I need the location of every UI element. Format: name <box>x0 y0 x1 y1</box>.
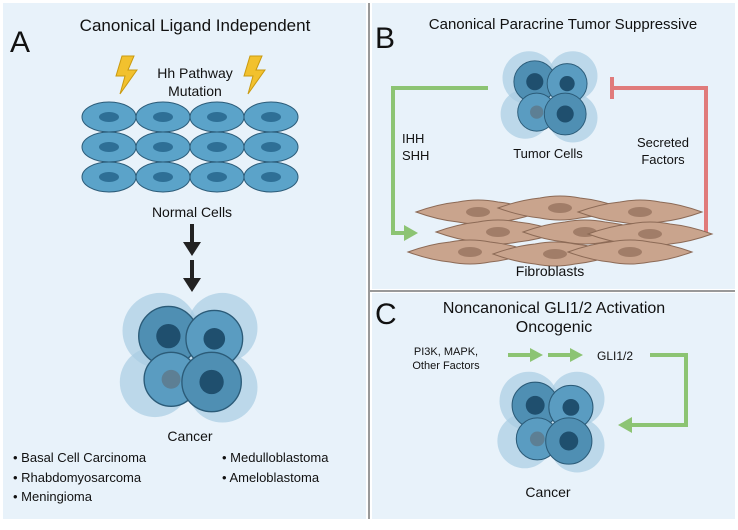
fibroblast-layer <box>407 195 713 267</box>
progression-arrow-1 <box>183 224 201 256</box>
cancer-label-c: Cancer <box>525 484 570 500</box>
panel-a-background <box>3 3 366 519</box>
cancer-list-item: • Ameloblastoma <box>222 470 320 485</box>
panel-b-title: Canonical Paracrine Tumor Suppressive <box>429 16 697 33</box>
cancer-list-right: • Medulloblastoma • Ameloblastoma <box>222 450 329 485</box>
normal-cells-label: Normal Cells <box>152 204 232 220</box>
secreted-label-line2: Factors <box>641 152 685 167</box>
tumor-cells-label: Tumor Cells <box>513 146 583 161</box>
cancer-list-item: • Basal Cell Carcinoma <box>13 450 147 465</box>
ligand-label-line2: SHH <box>402 148 429 163</box>
cancer-label-a: Cancer <box>167 428 212 444</box>
panel-c-letter: C <box>375 298 397 331</box>
gli-to-cancer-arrow-head <box>618 417 632 433</box>
factors-label-line2: Other Factors <box>412 360 480 372</box>
panel-c-title-line2: Oncogenic <box>516 319 593 336</box>
cancer-list-item: • Medulloblastoma <box>222 450 329 465</box>
mutation-label-line2: Mutation <box>168 83 222 99</box>
panel-c-title-line1: Noncanonical GLI1/2 Activation <box>443 300 665 317</box>
lightning-icon-left <box>115 55 138 95</box>
ligand-arrow <box>391 86 488 235</box>
lightning-icon-right <box>243 55 266 95</box>
progression-arrow-2 <box>183 260 201 292</box>
gli-label: GLI1/2 <box>597 349 633 363</box>
gli-to-cancer-arrow <box>632 353 688 427</box>
factors-label-line1: PI3K, MAPK, <box>414 346 478 358</box>
fibroblasts-label: Fibroblasts <box>516 263 584 279</box>
activation-arrow-1 <box>508 348 543 362</box>
cancer-list-left: • Basal Cell Carcinoma • Rhabdomyosarcom… <box>13 450 147 504</box>
cancer-list-item: • Meningioma <box>13 489 93 504</box>
panel-a-letter: A <box>10 26 30 59</box>
panel-b-letter: B <box>375 22 395 55</box>
panel-a-title: Canonical Ligand Independent <box>80 16 311 35</box>
normal-cells-grid <box>81 101 299 193</box>
ligand-label-line1: IHH <box>402 131 424 146</box>
ligand-arrow-head <box>404 225 418 241</box>
cancer-list-item: • Rhabdomyosarcoma <box>13 470 142 485</box>
secreted-label-line1: Secreted <box>637 135 689 150</box>
mutation-label-line1: Hh Pathway <box>157 65 232 81</box>
activation-arrow-2 <box>548 348 583 362</box>
